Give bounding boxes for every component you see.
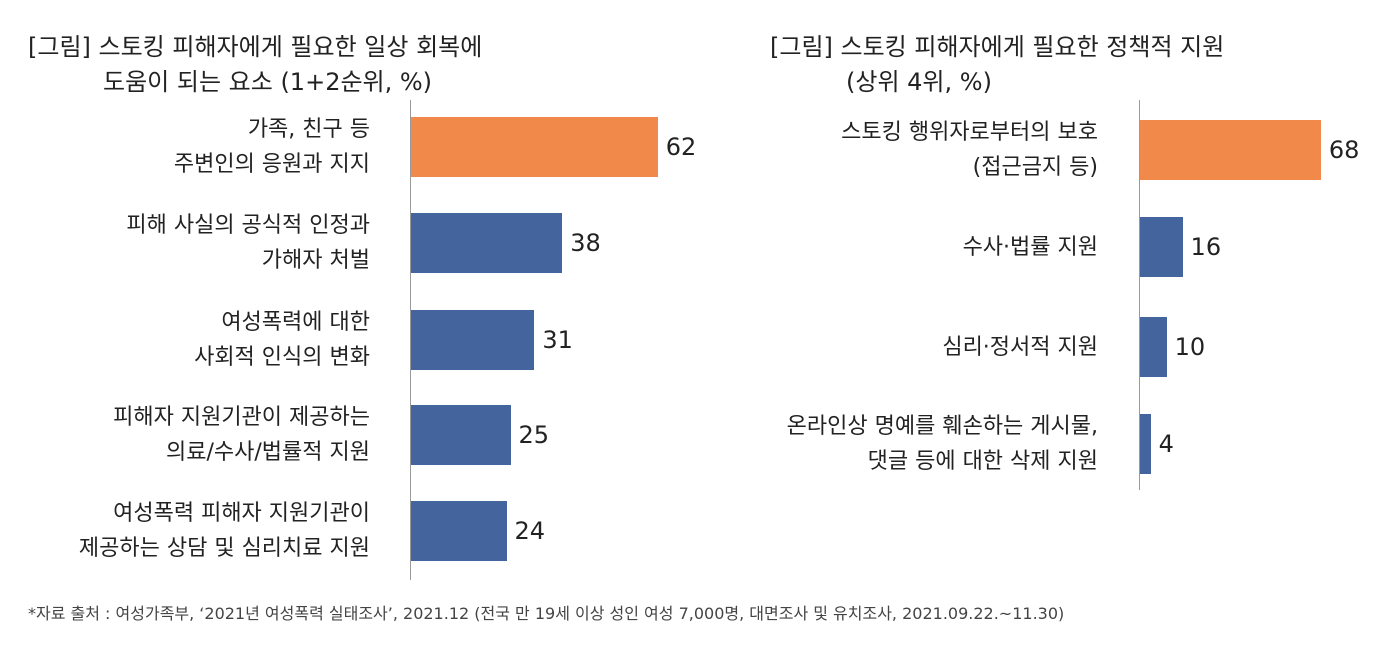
bar — [1140, 414, 1151, 474]
data-label: 24 — [514, 517, 546, 545]
bar — [411, 501, 507, 561]
data-label: 25 — [518, 421, 550, 449]
data-label: 31 — [542, 326, 573, 354]
category-axis-line — [410, 100, 411, 580]
category-label-line: 온라인상 명예를 훼손하는 게시물, — [786, 414, 1098, 439]
category-label: 스토킹 행위자로부터의 보호 (접근금지 등) — [841, 115, 1098, 185]
chart-title-line: [그림] 스토킹 피해자에게 필요한 일상 회복에 — [28, 33, 483, 61]
data-label: 38 — [570, 229, 601, 257]
category-label-line: 피해자 지원기관이 제공하는 — [113, 405, 370, 430]
category-label-line: 가해자 처벌 — [261, 248, 370, 273]
bar — [411, 213, 563, 273]
source-note: *자료 출처 : 여성가족부, ‘2021년 여성폭력 실태조사’, 2021.… — [28, 604, 1065, 623]
category-label-line: 수사·법률 지원 — [962, 234, 1098, 260]
bar — [411, 310, 535, 370]
data-label: 62 — [665, 133, 697, 161]
category-label-line: 피해 사실의 공식적 인정과 — [126, 213, 370, 238]
data-label: 10 — [1174, 333, 1206, 361]
bar — [1140, 317, 1167, 377]
category-label-line: 스토킹 행위자로부터의 보호 — [841, 120, 1098, 145]
data-label: 4 — [1158, 430, 1174, 458]
chart-title-line: (상위 4위, %) — [846, 68, 992, 96]
category-label-line: 사회적 인식의 변화 — [194, 345, 370, 370]
category-label-line: 주변인의 응원과 지지 — [173, 152, 370, 177]
category-label-line: 가족, 친구 등 — [247, 117, 370, 142]
data-label: 16 — [1190, 233, 1222, 261]
category-label-line: 의료/수사/법률적 지원 — [166, 440, 370, 465]
chart-title: [그림] 스토킹 피해자에게 필요한 정책적 지원 (상위 4위, %) — [770, 30, 1224, 100]
chart-title-line: [그림] 스토킹 피해자에게 필요한 정책적 지원 — [770, 33, 1225, 61]
category-label-line: 심리·정서적 지원 — [942, 334, 1098, 360]
bar — [411, 405, 511, 465]
category-label-line: 제공하는 상담 및 심리치료 지원 — [78, 536, 370, 561]
bar — [411, 117, 658, 177]
bar — [1140, 217, 1183, 277]
data-label: 68 — [1328, 136, 1360, 164]
category-label-line: 댓글 등에 대한 삭제 지원 — [867, 449, 1098, 474]
category-label-line: (접근금지 등) — [972, 155, 1098, 180]
category-label: 온라인상 명예를 훼손하는 게시물, 댓글 등에 대한 삭제 지원 — [787, 409, 1098, 479]
category-label: 심리·정서적 지원 — [942, 330, 1098, 365]
bar — [1140, 120, 1321, 180]
category-label-line: 여성폭력 피해자 지원기관이 — [113, 501, 370, 526]
category-label-line: 여성폭력에 대한 — [221, 310, 370, 335]
category-label: 수사·법률 지원 — [963, 230, 1098, 265]
chart-title-line: 도움이 되는 요소 (1+2순위, %) — [103, 68, 433, 96]
category-axis-line — [1139, 100, 1140, 490]
